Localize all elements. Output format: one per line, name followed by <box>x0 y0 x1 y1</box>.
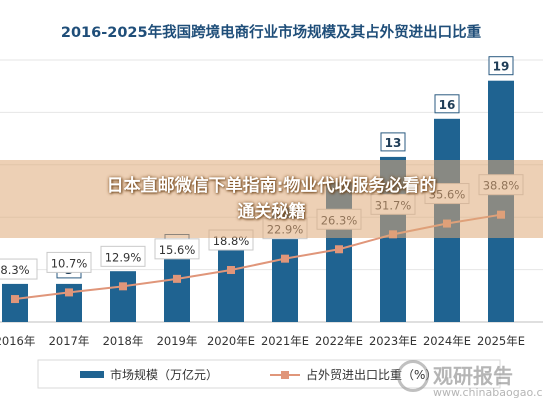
bar-value-label: 19 <box>493 60 510 74</box>
line-point <box>119 282 127 291</box>
line-value-label: 10.7% <box>51 256 88 270</box>
line-value-label: 15.6% <box>159 243 196 257</box>
legend-label-bar: 市场规模（万亿元） <box>110 367 218 382</box>
line-label-box <box>154 238 200 260</box>
x-tick-label: 2021年E <box>261 334 309 348</box>
bar-value-label: 16 <box>439 98 456 112</box>
bar-value-label: 13 <box>385 136 402 150</box>
watermark-url: www.chinabaogao.com <box>433 386 543 399</box>
x-tick-label: 2018年 <box>103 334 144 348</box>
line-point <box>173 274 181 283</box>
article-title-overlay[interactable]: 日本直邮微信下单指南:物业代收服务必看的 通关秘籍 <box>0 160 543 238</box>
line-label-box <box>100 245 146 267</box>
x-tick-label: 2025年E <box>477 334 525 348</box>
line-point <box>11 295 19 304</box>
legend-line-marker <box>281 371 289 379</box>
overlay-title-line2: 通关秘籍 <box>237 202 306 222</box>
watermark-name: 观研报告 <box>433 364 513 388</box>
x-tick-label: 2024年E <box>423 334 471 348</box>
watermark: 观研报告 www.chinabaogao.com <box>397 358 543 400</box>
x-tick-label: 2020年E <box>207 334 255 348</box>
bar-label-box <box>488 56 514 76</box>
bar-label-box <box>380 132 406 152</box>
line-label-box <box>46 251 92 273</box>
chart-title: 2016-2025年我国跨境电商行业市场规模及其占外贸进出口比重 <box>61 23 482 41</box>
legend-bar-swatch <box>80 371 104 378</box>
bar-label-box <box>434 94 460 114</box>
bar <box>164 258 190 322</box>
x-tick-label: 2023年E <box>369 334 417 348</box>
overlay-title-line1: 日本直邮微信下单指南:物业代收服务必看的 <box>106 176 437 196</box>
x-tick-label: 2017年 <box>49 334 90 348</box>
line-point <box>227 266 235 275</box>
line-label-box <box>0 258 38 280</box>
bar <box>110 271 136 322</box>
watermark-logo-icon <box>397 360 429 392</box>
x-tick-label: 2019年 <box>157 334 198 348</box>
line-point <box>335 245 343 254</box>
line-point <box>65 288 73 297</box>
x-tick-label: 2022年E <box>315 334 363 348</box>
x-tick-label: 2016年 <box>0 334 35 348</box>
line-point <box>281 254 289 263</box>
line-value-label: 8.3% <box>0 263 29 277</box>
line-value-label: 12.9% <box>105 250 142 264</box>
